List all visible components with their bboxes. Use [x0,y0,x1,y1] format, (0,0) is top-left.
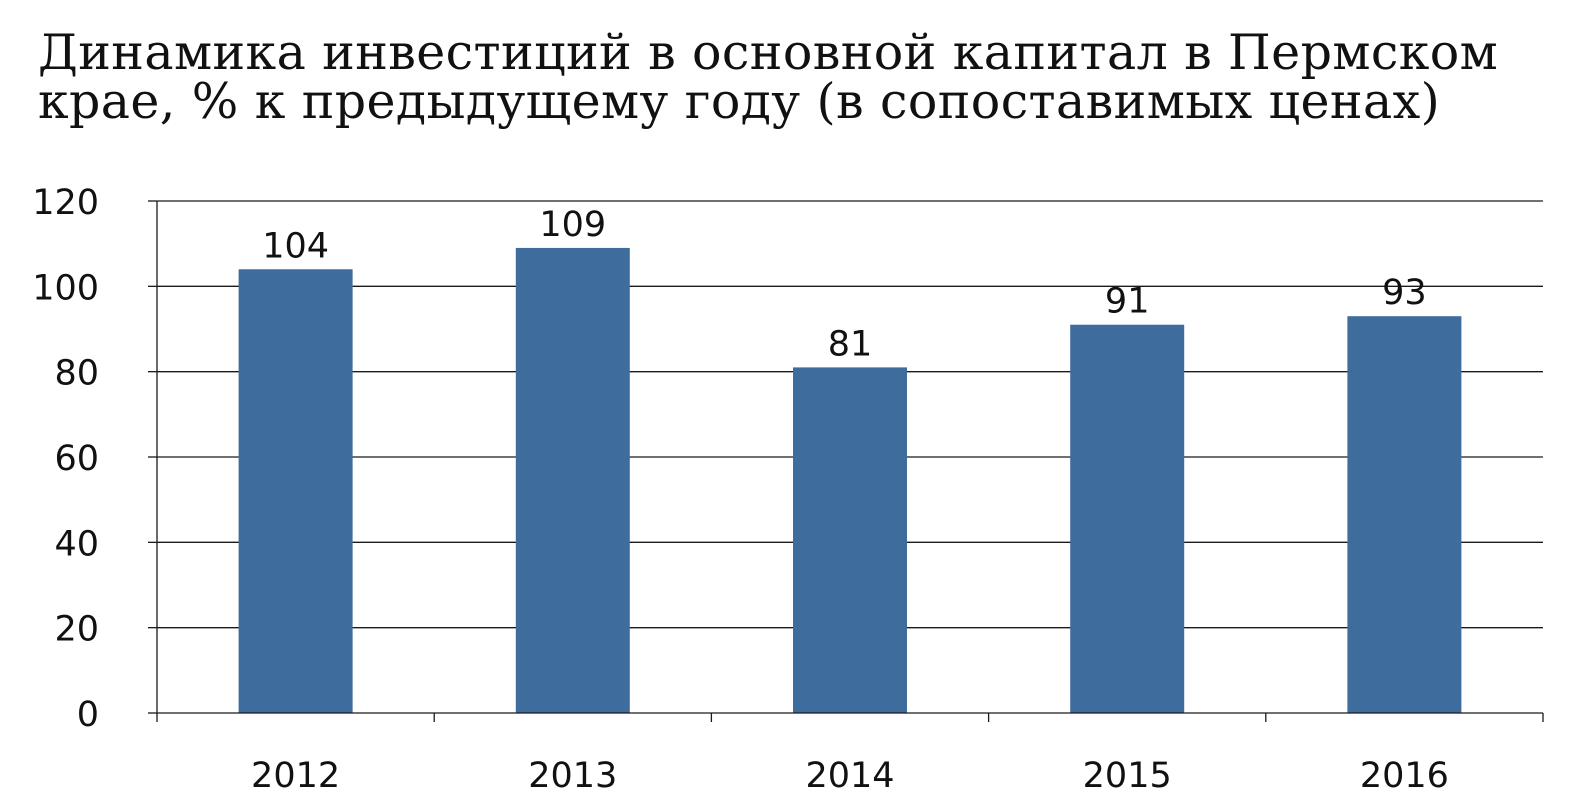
x-tick-label: 2016 [1360,756,1449,796]
bar [1070,324,1185,713]
y-tick-label: 60 [54,439,99,479]
data-labels: 104 109 81 91 93 [262,205,1426,364]
bar [515,247,630,713]
x-tick-label: 2015 [1083,756,1172,796]
bar [793,367,907,713]
y-tick-label: 120 [32,183,99,223]
x-tick-label: 2014 [805,756,894,796]
y-tick-label: 20 [54,610,99,650]
y-tick-labels: 0 20 40 60 80 100 120 [32,183,99,735]
chart-title: Динамика инвестиций в основной капитал в… [38,24,1499,130]
x-tick-label: 2013 [528,756,617,796]
y-tick-label: 40 [54,524,99,564]
x-tick-labels: 2012 2013 2014 2015 2016 [251,756,1449,796]
bars [238,247,1462,713]
bar [238,269,353,713]
y-tick-label: 0 [77,695,99,735]
bar [1347,316,1462,713]
axes [148,200,1544,722]
x-tick-label: 2012 [251,756,340,796]
data-label: 109 [539,205,606,245]
data-label: 104 [262,226,329,266]
data-label: 81 [828,324,873,364]
data-label: 91 [1105,282,1150,322]
y-tick-label: 100 [32,268,99,308]
y-tick-label: 80 [54,354,99,394]
data-label: 93 [1382,273,1427,313]
